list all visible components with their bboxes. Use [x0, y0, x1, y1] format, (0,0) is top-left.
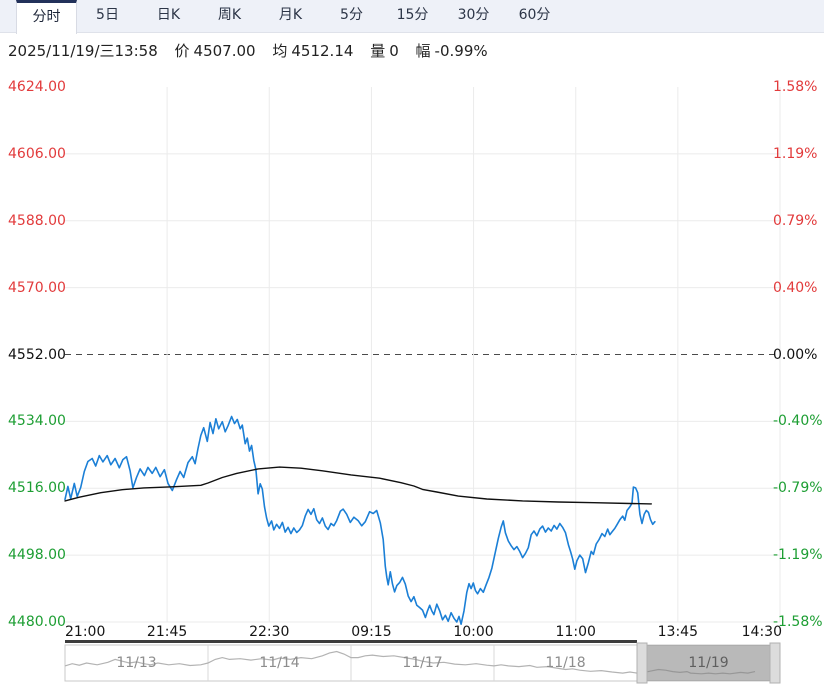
- navigator-handle-right[interactable]: [769, 642, 781, 684]
- range-label: 幅: [415, 42, 431, 60]
- tab-30min[interactable]: 30分: [457, 7, 490, 23]
- tab-daily-k[interactable]: 日K: [156, 7, 181, 23]
- price-value: 4507.00: [193, 42, 256, 60]
- price-label: 价: [174, 42, 190, 60]
- tab-5day[interactable]: 5日: [96, 7, 119, 23]
- avg-value: 4512.14: [291, 42, 354, 60]
- range-value: -0.99%: [434, 42, 488, 60]
- tab-5min[interactable]: 5分: [340, 7, 363, 23]
- tab-weekly-k[interactable]: 周K: [217, 7, 242, 23]
- tab-60min[interactable]: 60分: [518, 7, 551, 23]
- navigator-selection[interactable]: [637, 645, 780, 681]
- tab-bar: 分时 5日 日K 周K 月K 5分 15分 30分 60分: [0, 0, 824, 34]
- tab-monthly-k[interactable]: 月K: [278, 7, 303, 23]
- avg-label: 均: [272, 42, 288, 60]
- chart-plot-area[interactable]: [65, 87, 780, 622]
- volume-value: 0: [389, 42, 399, 60]
- navigator-handle-left[interactable]: [636, 642, 648, 684]
- tab-fenshi[interactable]: 分时: [16, 0, 77, 34]
- x-axis-bar: [65, 640, 637, 643]
- quote-datetime: 2025/11/19/三13:58: [8, 42, 158, 60]
- price-line: [64, 415, 656, 626]
- tab-15min[interactable]: 15分: [396, 7, 429, 23]
- volume-label: 量: [370, 42, 386, 60]
- average-line: [64, 466, 652, 505]
